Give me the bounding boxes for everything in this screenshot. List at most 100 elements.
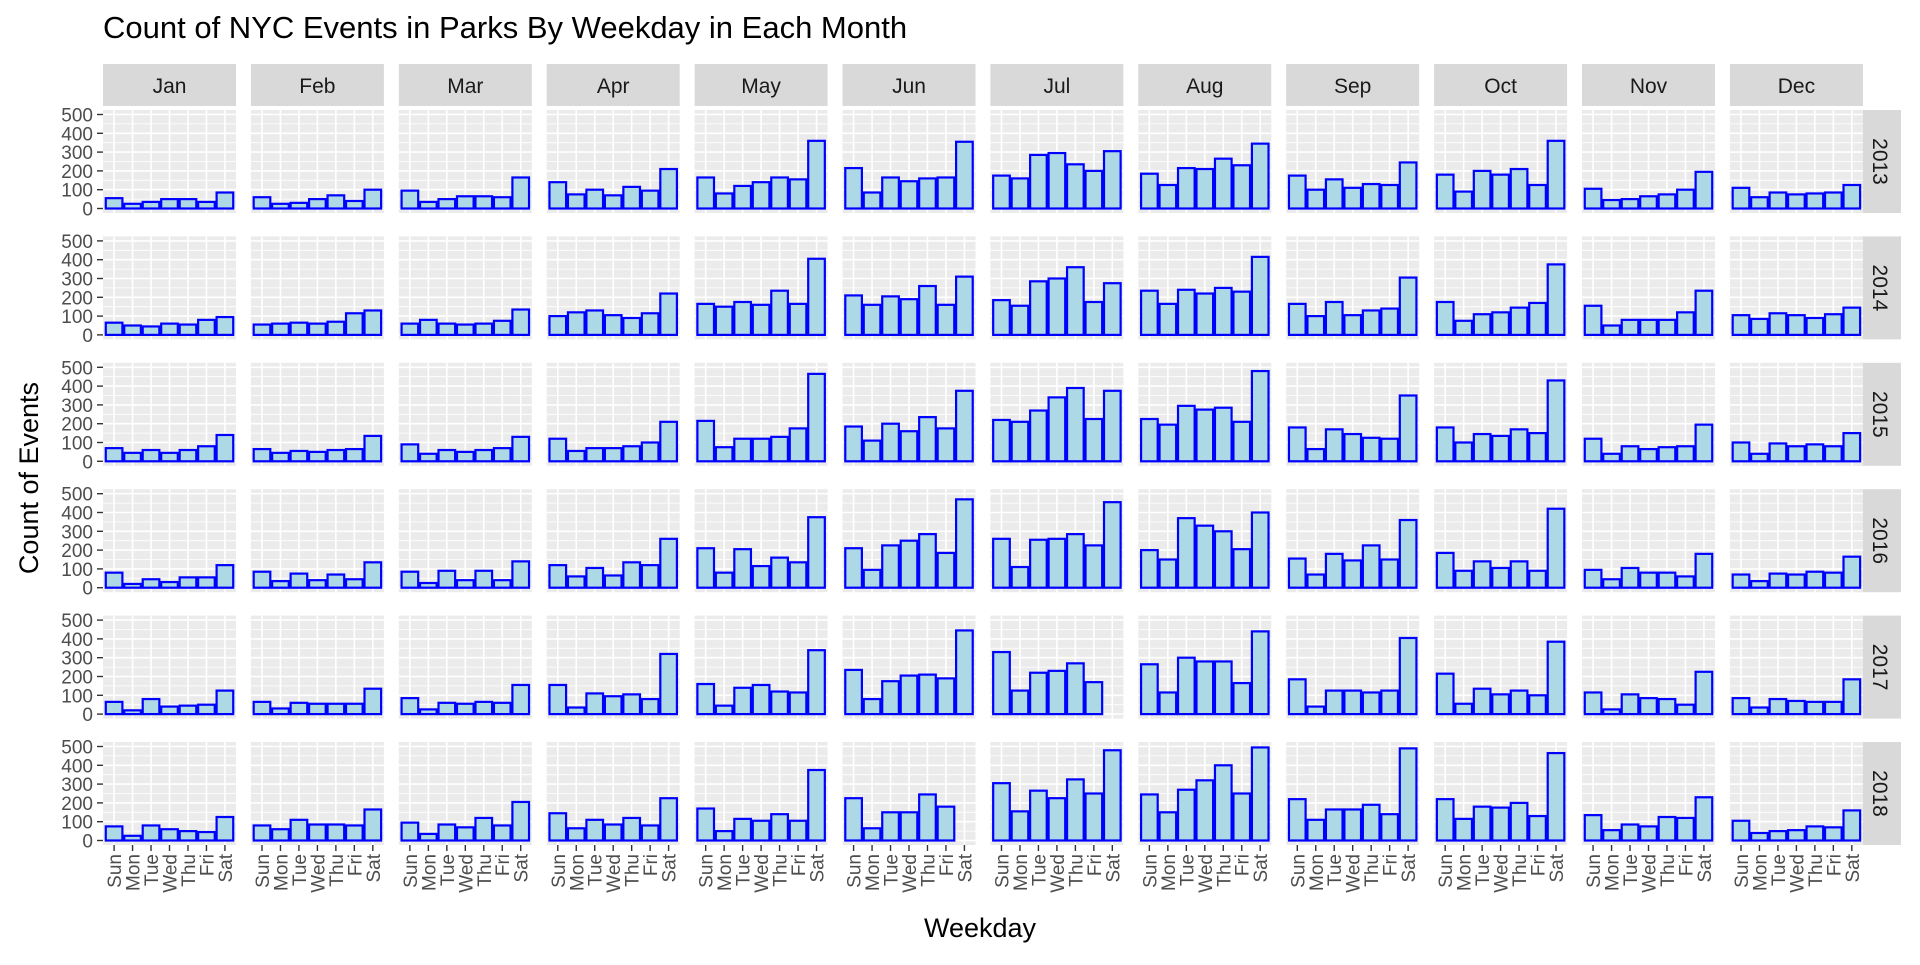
bar (289, 201, 309, 210)
bar (1065, 386, 1085, 463)
bar (862, 827, 882, 842)
bar (1176, 166, 1196, 210)
bar (1232, 290, 1252, 337)
bar (1823, 445, 1843, 463)
bar (1528, 569, 1547, 589)
bar (862, 303, 882, 337)
bar (844, 294, 863, 337)
bar (1361, 182, 1381, 210)
x-tick-label: Sat (1399, 853, 1420, 882)
bar (215, 564, 235, 589)
bar (455, 450, 475, 463)
bar (1361, 691, 1381, 716)
column-strip-label: Apr (597, 75, 630, 98)
bar (566, 706, 586, 716)
bar (1158, 183, 1178, 210)
bar (918, 177, 937, 210)
bar (363, 309, 383, 336)
x-tick-label: Sat (1843, 853, 1864, 882)
bar (1528, 183, 1547, 210)
bar (1213, 286, 1233, 336)
bar (104, 825, 124, 842)
bar (1454, 569, 1474, 589)
bar (622, 445, 642, 463)
bar (455, 195, 475, 210)
bar (640, 189, 660, 210)
x-tick-label: Fri (345, 854, 366, 876)
bar (788, 691, 808, 716)
bar (1176, 288, 1196, 336)
bar (252, 196, 272, 210)
bar (1509, 167, 1529, 210)
bar (1491, 311, 1511, 336)
bar (1731, 314, 1751, 337)
bar (326, 702, 346, 716)
bar (1823, 191, 1843, 210)
bar (123, 451, 142, 463)
y-tick-label: 500 (61, 738, 93, 759)
row-strip-label: 2014 (1868, 265, 1891, 312)
bar (326, 320, 346, 336)
bar (751, 819, 771, 842)
bar (455, 826, 475, 842)
column-strip (1286, 64, 1420, 106)
bar (123, 324, 142, 336)
bar (1139, 289, 1159, 337)
bar (289, 449, 309, 463)
bar (418, 318, 438, 336)
bar (160, 828, 179, 842)
bar (1509, 689, 1529, 716)
column-strip-label: Oct (1484, 75, 1517, 98)
bar (788, 302, 808, 337)
bar (1472, 560, 1492, 589)
x-tick-label: Wed (308, 854, 329, 893)
bar (418, 200, 438, 210)
y-tick-label: 400 (61, 630, 93, 651)
bar (992, 418, 1011, 463)
bar (1232, 548, 1252, 589)
bar (1454, 319, 1474, 336)
bar (1731, 697, 1751, 716)
bar (400, 821, 420, 842)
x-tick-label: Sun (549, 854, 570, 888)
bar (1380, 307, 1400, 336)
bar (1842, 432, 1862, 463)
bar (714, 829, 734, 842)
bar (1546, 379, 1566, 463)
row-strip (1859, 742, 1901, 845)
bar (160, 580, 179, 589)
bar (123, 202, 142, 210)
bar (1731, 819, 1751, 842)
bar (566, 575, 586, 589)
bar (1361, 803, 1381, 842)
x-tick-label: Sat (1103, 853, 1124, 882)
bar (788, 178, 808, 210)
x-tick-label: Wed (900, 854, 921, 893)
column-strip (546, 64, 680, 106)
bar (788, 427, 808, 463)
bar (307, 823, 327, 842)
bar (770, 435, 789, 463)
bar (862, 191, 882, 210)
bar (751, 437, 771, 463)
bar (548, 437, 568, 463)
bar (918, 284, 937, 336)
bar (474, 816, 494, 842)
x-tick-label: Sun (1436, 854, 1457, 888)
x-tick-label: Thu (1806, 854, 1827, 887)
bar (1768, 697, 1788, 716)
bar (511, 176, 531, 210)
bar (936, 677, 956, 716)
bar (1343, 808, 1363, 842)
y-tick-label: 500 (61, 611, 93, 632)
y-tick-label: 400 (61, 504, 93, 525)
bar (1084, 169, 1104, 210)
bar (751, 683, 771, 716)
x-tick-label: Mon (271, 854, 292, 891)
bar (215, 315, 235, 337)
bar (511, 308, 531, 336)
bar (400, 322, 420, 336)
x-tick-label: Mon (1603, 854, 1624, 891)
bar (307, 579, 327, 589)
bar (585, 818, 605, 842)
